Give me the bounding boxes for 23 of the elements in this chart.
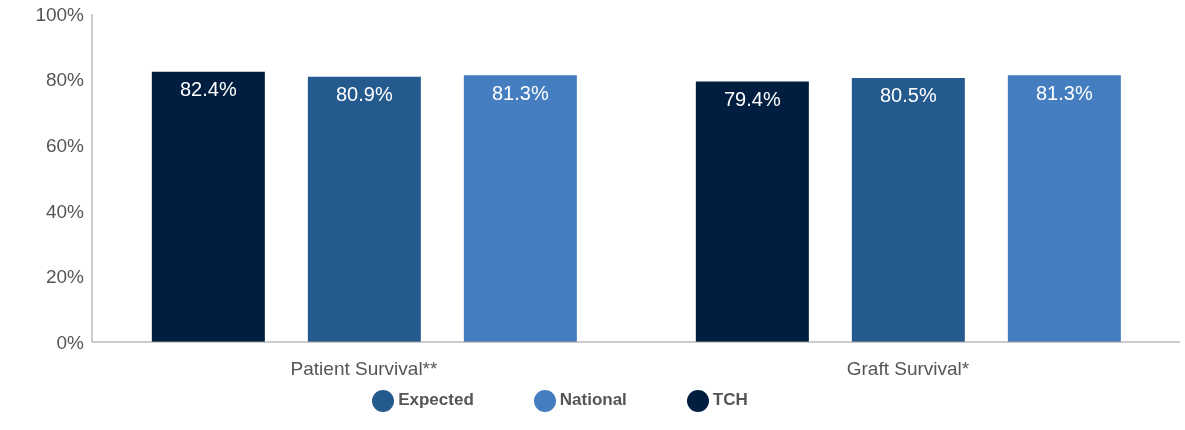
- y-tick-label: 20%: [45, 266, 85, 288]
- bar: [307, 76, 421, 342]
- x-tick-label: Graft Survival*: [846, 358, 970, 380]
- data-label: 82.4%: [179, 77, 237, 100]
- legend-label: Expected: [398, 390, 474, 410]
- bar: [463, 75, 577, 342]
- y-tick-label: 60%: [45, 134, 85, 156]
- y-tick-label: 0%: [56, 331, 85, 353]
- bar: [151, 71, 265, 342]
- data-label: 79.4%: [723, 87, 781, 110]
- data-label: 81.3%: [491, 81, 549, 104]
- legend-label: TCH: [712, 390, 748, 410]
- y-tick-label: 80%: [45, 69, 85, 91]
- bar: [851, 77, 965, 342]
- y-tick-label: 100%: [35, 3, 85, 25]
- data-label: 81.3%: [1035, 81, 1093, 104]
- data-label: 80.9%: [335, 82, 393, 105]
- data-label: 80.5%: [879, 84, 937, 107]
- y-tick-label: 40%: [45, 200, 85, 222]
- x-tick-label: Patient Survival**: [290, 358, 438, 380]
- bar: [695, 81, 809, 342]
- legend-label: National: [559, 390, 627, 410]
- bar: [1007, 75, 1121, 342]
